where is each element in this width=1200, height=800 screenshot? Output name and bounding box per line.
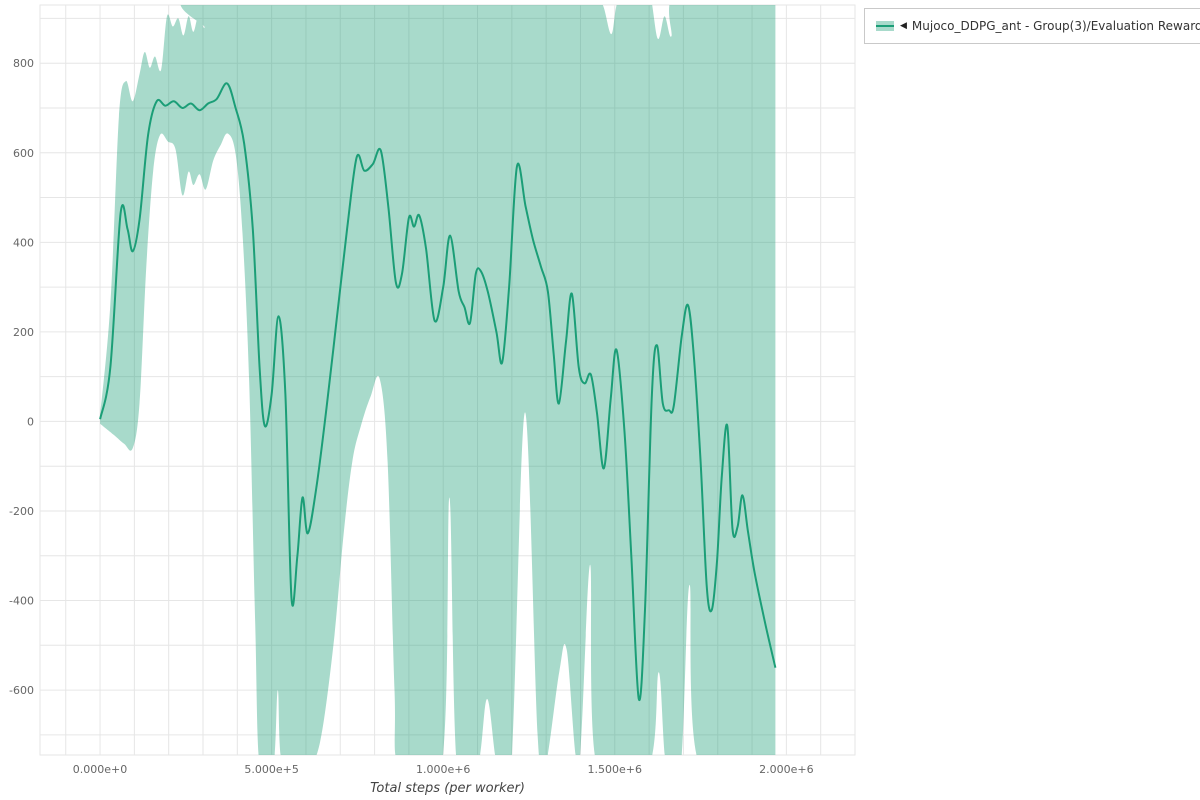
confidence-band <box>100 5 776 755</box>
x-tick-label: 1.000e+6 <box>416 763 470 776</box>
y-tick-label: 400 <box>13 236 34 249</box>
grid-lines <box>39 4 856 756</box>
reward-line <box>99 82 777 702</box>
x-tick-label: 1.500e+6 <box>588 763 642 776</box>
x-axis-title: Total steps (per worker) <box>370 781 525 796</box>
y-tick-label: 200 <box>13 326 34 339</box>
y-tick-label: 600 <box>13 147 34 160</box>
x-tick-label: 2.000e+6 <box>759 763 813 776</box>
legend-swatch-icon <box>876 21 894 31</box>
x-tick-label: 0.000e+0 <box>73 763 127 776</box>
y-tick-label: -400 <box>9 595 34 608</box>
y-tick-label: -200 <box>9 505 34 518</box>
plot-frame <box>39 4 856 756</box>
x-tick-label: 5.000e+5 <box>244 763 298 776</box>
y-tick-label: 800 <box>13 57 34 70</box>
legend-item[interactable]: ◀ Mujoco_DDPG_ant - Group(3)/Evaluation … <box>875 19 1200 33</box>
x-axis-tick-labels: 0.000e+0 5.000e+5 1.000e+6 1.500e+6 2.000e+6 <box>73 763 814 776</box>
y-tick-label: -600 <box>9 684 34 697</box>
y-axis-tick-labels: 800 600 400 200 0 -200 -400 -600 <box>9 57 34 697</box>
legend-label: Mujoco_DDPG_ant - Group(3)/Evaluation Re… <box>911 19 1200 33</box>
y-tick-label: 0 <box>27 415 34 428</box>
legend: ◀ Mujoco_DDPG_ant - Group(3)/Evaluation … <box>864 8 1200 44</box>
legend-collapse-icon[interactable]: ◀ <box>900 21 907 31</box>
